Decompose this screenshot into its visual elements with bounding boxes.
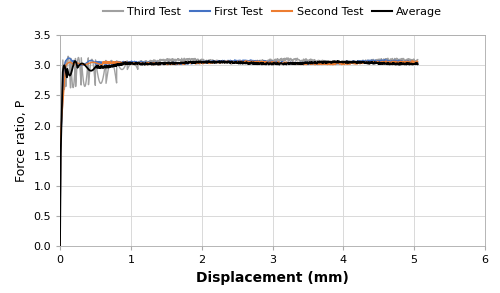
X-axis label: Displacement (mm): Displacement (mm) <box>196 271 349 285</box>
Second Test <box>258 61 264 64</box>
Average <box>117 63 123 67</box>
Average <box>258 61 264 64</box>
Second Test <box>387 61 393 64</box>
Average <box>414 62 420 66</box>
Third Test <box>112 67 117 70</box>
Third Test <box>258 59 264 63</box>
Average <box>214 61 220 64</box>
First Test <box>66 56 72 60</box>
Second Test <box>284 61 290 65</box>
Average <box>72 59 78 63</box>
Y-axis label: Force ratio, P: Force ratio, P <box>14 100 28 182</box>
First Test <box>387 60 393 64</box>
Average <box>57 244 63 248</box>
Third Test <box>117 66 123 70</box>
Line: Second Test: Second Test <box>60 61 418 246</box>
Third Test <box>214 59 220 62</box>
Second Test <box>213 59 219 63</box>
First Test <box>414 61 420 65</box>
Third Test <box>414 58 420 61</box>
Second Test <box>243 59 249 63</box>
Line: Third Test: Third Test <box>60 56 418 246</box>
Third Test <box>387 59 393 62</box>
First Test <box>284 61 290 64</box>
Third Test <box>284 58 290 62</box>
Line: Average: Average <box>60 61 418 246</box>
Third Test <box>57 244 63 248</box>
Legend: Third Test, First Test, Second Test, Average: Third Test, First Test, Second Test, Ave… <box>102 7 442 17</box>
Second Test <box>57 244 63 248</box>
Average <box>112 63 117 67</box>
First Test <box>117 60 123 64</box>
Second Test <box>117 60 123 64</box>
Third Test <box>65 54 71 58</box>
Average <box>387 62 393 65</box>
First Test <box>258 61 264 64</box>
First Test <box>112 60 117 64</box>
Second Test <box>111 60 117 64</box>
Line: First Test: First Test <box>60 58 418 246</box>
First Test <box>214 60 220 63</box>
First Test <box>57 244 63 248</box>
Average <box>284 62 290 65</box>
Second Test <box>414 60 420 64</box>
